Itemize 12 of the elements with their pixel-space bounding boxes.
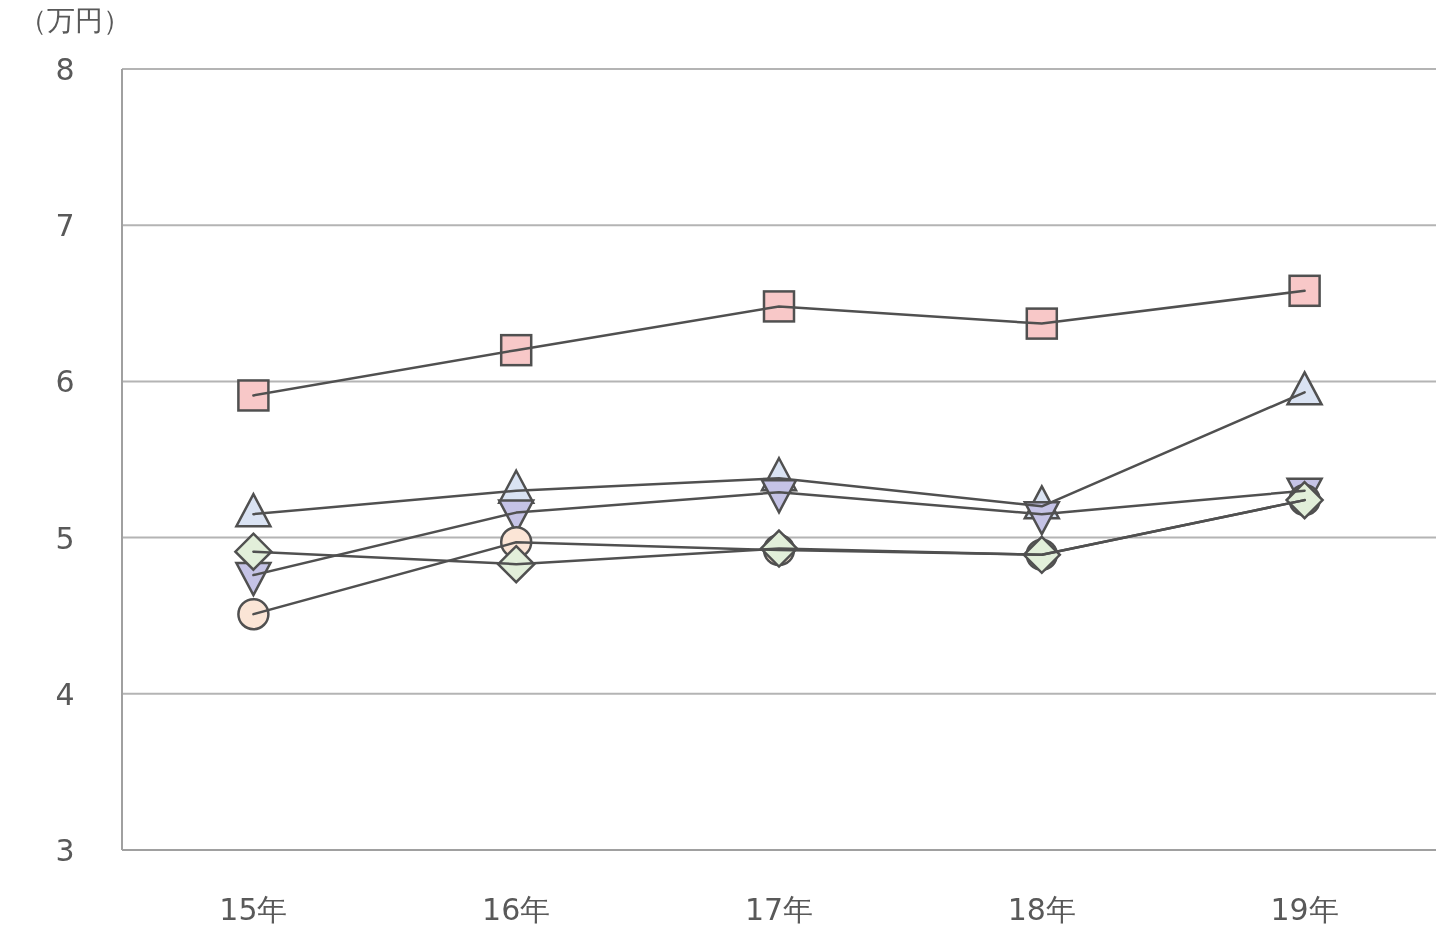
x-tick-label: 19年	[1270, 892, 1339, 927]
x-tick-label: 17年	[744, 892, 814, 927]
x-tick-label: 16年	[482, 892, 551, 927]
y-tick-label: 4	[55, 676, 75, 712]
y-axis-title: （万円）	[19, 4, 131, 37]
x-tick-label: 18年	[1007, 892, 1076, 927]
y-tick-label: 7	[55, 208, 75, 244]
y-tick-label: 6	[55, 364, 75, 400]
y-tick-label: 5	[55, 520, 75, 556]
y-tick-label: 3	[55, 833, 75, 868]
x-tick-label: 15年	[219, 892, 288, 927]
y-tick-label: 8	[55, 52, 75, 87]
